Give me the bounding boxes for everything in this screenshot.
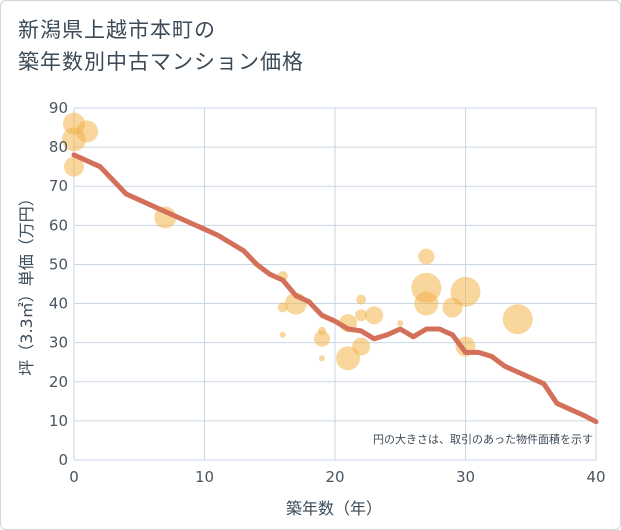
bubble-point: [352, 337, 371, 356]
bubble-point: [397, 320, 404, 327]
y-tick-label: 30: [49, 334, 68, 352]
average-line-layer: [71, 152, 599, 425]
bubble-point: [64, 156, 84, 177]
y-tick-label: 50: [49, 255, 68, 273]
x-tick-label: 0: [69, 468, 79, 486]
x-axis-label: 築年数（年）: [286, 499, 382, 518]
y-tick-label: 60: [49, 216, 68, 234]
y-tick-label: 90: [49, 99, 68, 117]
y-tick-label: 70: [49, 177, 68, 195]
y-tick-label: 40: [49, 295, 68, 313]
bubble-point: [418, 248, 435, 265]
bubble-point: [318, 355, 325, 362]
x-tick-label: 10: [195, 468, 214, 486]
x-tick-label: 40: [586, 468, 605, 486]
y-axis-label: 坪（3.3㎡）単価（万円）: [17, 190, 36, 375]
gridlines: [73, 107, 597, 461]
bubble-point: [313, 330, 330, 347]
y-tick-label: 10: [49, 412, 68, 430]
bubble-point: [502, 304, 533, 335]
title-line-2: 築年数別中古マンション価格: [18, 50, 304, 74]
bubble-point: [356, 294, 367, 305]
tick-labels: 0 10 20 30 40 50 60 70 80 90 0 10 20 30 40: [49, 99, 606, 486]
x-tick-label: 30: [456, 468, 475, 486]
y-tick-label: 0: [58, 451, 68, 469]
y-tick-label: 80: [49, 138, 68, 156]
bubble-point: [450, 276, 481, 307]
x-tick-label: 20: [325, 468, 344, 486]
average-price-line: [71, 152, 599, 425]
bubble-layer: [62, 112, 533, 371]
title-line-1: 新潟県上越市本町の: [18, 18, 216, 42]
bubble-point: [414, 291, 439, 316]
chart-title: 新潟県上越市本町の 築年数別中古マンション価格: [18, 14, 304, 78]
bubble-point: [76, 120, 99, 143]
bubble-point: [336, 346, 361, 371]
bubble-size-note: 円の大きさは、取引のあった物件面積を示す: [373, 432, 593, 446]
bubble-point: [365, 306, 384, 325]
bubble-point: [279, 331, 286, 338]
bubble-point: [355, 309, 368, 322]
y-tick-label: 20: [49, 373, 68, 391]
